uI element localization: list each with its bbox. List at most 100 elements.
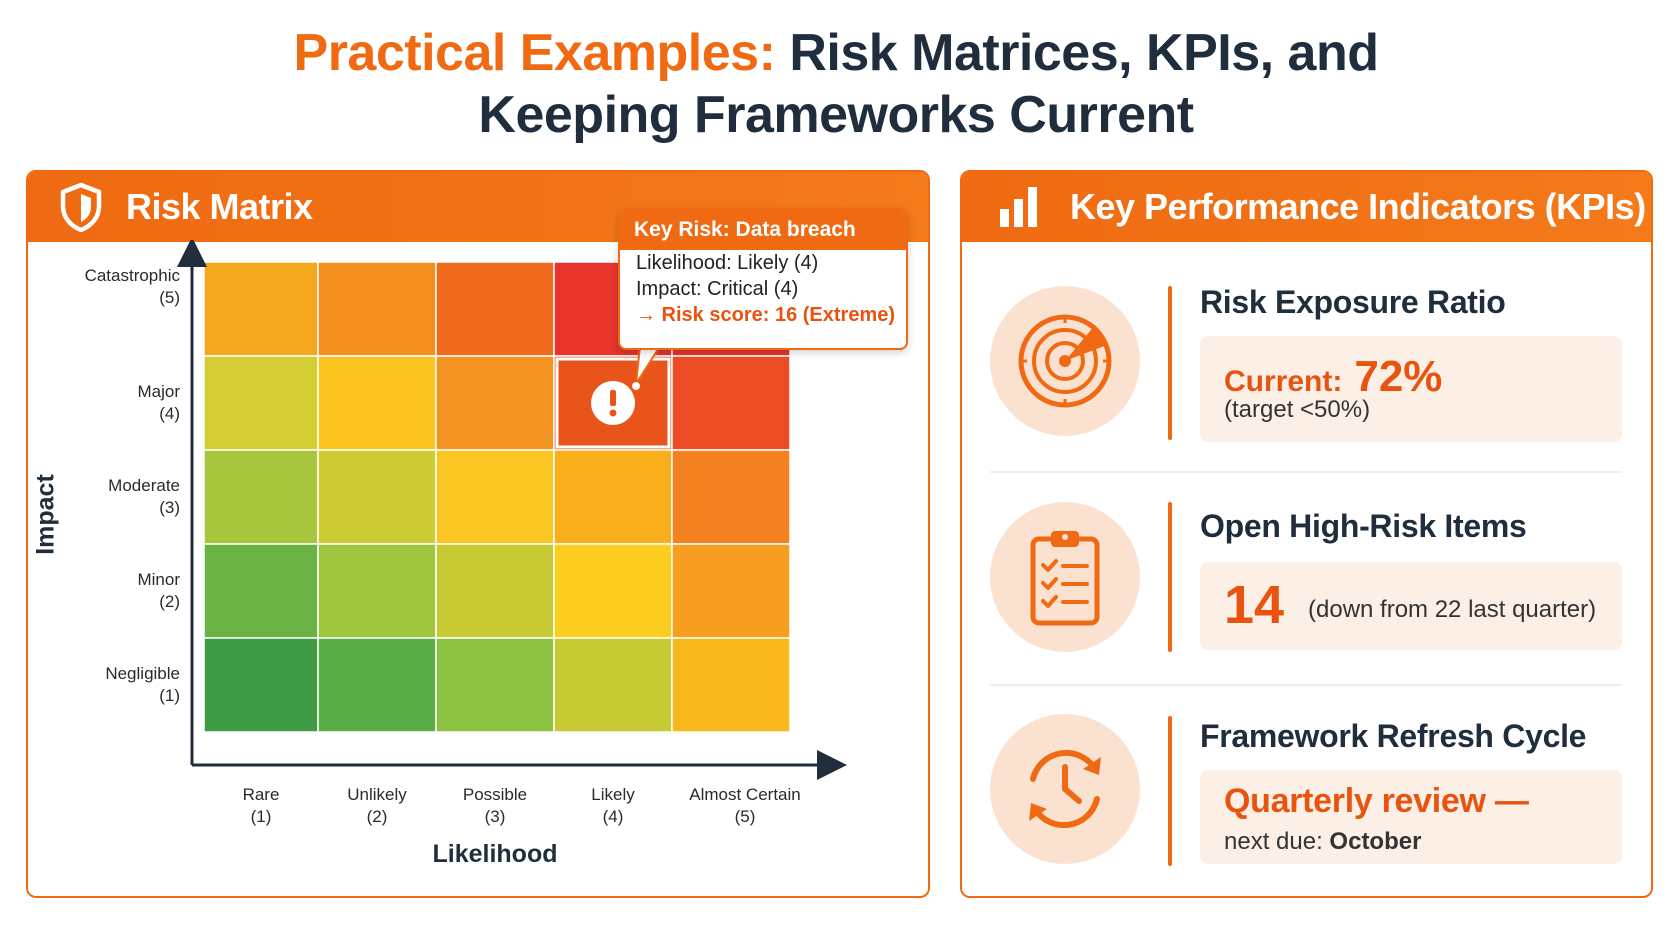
impact-level-label: Moderate (3) bbox=[50, 475, 180, 519]
matrix-cell bbox=[435, 261, 555, 357]
likelihood-level-label: Unlikely (2) bbox=[302, 784, 452, 828]
likelihood-level-score: (4) bbox=[602, 807, 624, 826]
kpi-icon-circle-2 bbox=[990, 502, 1140, 652]
matrix-cell bbox=[317, 637, 437, 733]
matrix-cell bbox=[203, 543, 319, 639]
matrix-cell bbox=[671, 449, 791, 545]
impact-level-name: Catastrophic bbox=[84, 266, 180, 285]
kpi-cadence: Quarterly review — bbox=[1224, 782, 1529, 820]
impact-level-score: (1) bbox=[159, 686, 180, 705]
callout-impact: Impact: Critical (4) bbox=[636, 278, 799, 300]
impact-level-name: Moderate bbox=[108, 476, 180, 495]
kpi-separator-1 bbox=[990, 471, 1622, 473]
kpi-icon-circle-1 bbox=[990, 286, 1140, 436]
likelihood-level-name: Unlikely bbox=[347, 785, 407, 804]
title-accent: Practical Examples: bbox=[293, 24, 776, 82]
impact-level-score: (4) bbox=[159, 404, 180, 423]
impact-level-name: Major bbox=[137, 382, 180, 401]
kpi-divider-bar-3 bbox=[1168, 716, 1172, 866]
likelihood-level-label: Rare (1) bbox=[186, 784, 336, 828]
callout-pointer bbox=[630, 346, 662, 392]
impact-level-score: (2) bbox=[159, 592, 180, 611]
likelihood-level-score: (5) bbox=[734, 807, 756, 826]
matrix-cell bbox=[553, 637, 673, 733]
likelihood-level-name: Likely bbox=[591, 785, 635, 804]
kpi-open-items-note: (down from 22 last quarter) bbox=[1308, 596, 1597, 623]
clock-refresh-icon bbox=[1029, 749, 1101, 829]
kpi-header: Key Performance Indicators (KPIs) bbox=[962, 172, 1651, 242]
kpi-separator-2 bbox=[990, 684, 1622, 686]
kpi-divider-bar-1 bbox=[1168, 286, 1172, 440]
matrix-cell bbox=[317, 355, 437, 451]
impact-level-score: (3) bbox=[159, 498, 180, 517]
likelihood-level-label: Almost Certain (5) bbox=[670, 784, 820, 828]
matrix-cell bbox=[203, 637, 319, 733]
kpi-next-due-label: next due: bbox=[1224, 828, 1323, 855]
title-line-2: Keeping Frameworks Current bbox=[478, 86, 1194, 144]
likelihood-level-name: Possible bbox=[462, 785, 528, 804]
kpi-icon-circle-3 bbox=[990, 714, 1140, 864]
matrix-cell bbox=[435, 637, 555, 733]
alert-icon bbox=[591, 381, 635, 425]
kpi-divider-bar-2 bbox=[1168, 502, 1172, 652]
matrix-cell bbox=[203, 449, 319, 545]
callout-risk-score: → Risk score: 16 (Extreme) bbox=[636, 304, 896, 326]
matrix-cell bbox=[553, 449, 673, 545]
kpi-title: Key Performance Indicators (KPIs) bbox=[1070, 186, 1646, 227]
kpi-next-due: next due: October bbox=[1224, 828, 1421, 856]
likelihood-level-score: (1) bbox=[250, 807, 272, 826]
risk-matrix-title: Risk Matrix bbox=[126, 186, 313, 227]
kpi-value-box-3: Quarterly review — next due: October bbox=[1200, 770, 1622, 864]
likelihood-level-score: (2) bbox=[366, 807, 388, 826]
matrix-cell bbox=[553, 543, 673, 639]
bar-chart-icon bbox=[1000, 187, 1037, 227]
matrix-cell bbox=[435, 543, 555, 639]
kpi-title-2: Open High-Risk Items bbox=[1200, 508, 1527, 544]
page-title: Practical Examples: Risk Matrices, KPIs,… bbox=[0, 22, 1672, 146]
risk-matrix-header: Risk Matrix bbox=[28, 172, 928, 242]
impact-level-label: Negligible (1) bbox=[50, 663, 180, 707]
shield-icon bbox=[60, 182, 102, 232]
callout-header: Key Risk: Data breach bbox=[620, 210, 906, 250]
y-axis-title: Impact bbox=[31, 474, 60, 555]
matrix-cell bbox=[317, 449, 437, 545]
kpi-target: (target <50%) bbox=[1224, 396, 1371, 423]
risk-matrix-grid bbox=[177, 240, 847, 780]
impact-level-name: Minor bbox=[137, 570, 180, 589]
matrix-cell bbox=[435, 355, 555, 451]
likelihood-level-label: Likely (4) bbox=[538, 784, 688, 828]
impact-level-label: Catastrophic (5) bbox=[50, 265, 180, 309]
clipboard-checklist-icon bbox=[1030, 531, 1100, 626]
kpi-current-value: 72% bbox=[1354, 352, 1443, 401]
kpi-title-1: Risk Exposure Ratio bbox=[1200, 284, 1506, 320]
kpi-value-box-1: Current: 72% (target <50%) bbox=[1200, 336, 1622, 442]
matrix-cell bbox=[203, 355, 319, 451]
radar-target-icon bbox=[1018, 314, 1112, 408]
matrix-cell bbox=[671, 543, 791, 639]
matrix-cell bbox=[435, 449, 555, 545]
kpi-open-items-value: 14 bbox=[1224, 575, 1285, 635]
kpi-current-label: Current: bbox=[1224, 365, 1343, 398]
matrix-cell bbox=[317, 261, 437, 357]
impact-level-score: (5) bbox=[159, 288, 180, 307]
title-line-1: Practical Examples: Risk Matrices, KPIs,… bbox=[0, 22, 1672, 84]
kpi-title-3: Framework Refresh Cycle bbox=[1200, 718, 1587, 754]
matrix-cell bbox=[671, 637, 791, 733]
title-rest: Risk Matrices, KPIs, and bbox=[789, 24, 1379, 82]
impact-level-label: Major (4) bbox=[50, 381, 180, 425]
likelihood-level-label: Possible (3) bbox=[420, 784, 570, 828]
impact-level-name: Negligible bbox=[105, 664, 180, 683]
likelihood-level-name: Rare bbox=[242, 785, 280, 804]
impact-level-label: Minor (2) bbox=[50, 569, 180, 613]
kpi-next-due-value: October bbox=[1329, 828, 1422, 855]
likelihood-level-score: (3) bbox=[484, 807, 506, 826]
matrix-cell bbox=[671, 355, 791, 451]
kpi-current: Current: 72% bbox=[1224, 352, 1442, 402]
kpi-value-box-2: 14 (down from 22 last quarter) bbox=[1200, 562, 1622, 650]
matrix-cell bbox=[203, 261, 319, 357]
callout-likelihood: Likelihood: Likely (4) bbox=[636, 252, 819, 274]
key-risk-callout: Key Risk: Data breach Likelihood: Likely… bbox=[618, 208, 908, 350]
likelihood-level-name: Almost Certain bbox=[689, 785, 801, 804]
x-axis-title: Likelihood bbox=[432, 840, 558, 868]
matrix-cell bbox=[317, 543, 437, 639]
